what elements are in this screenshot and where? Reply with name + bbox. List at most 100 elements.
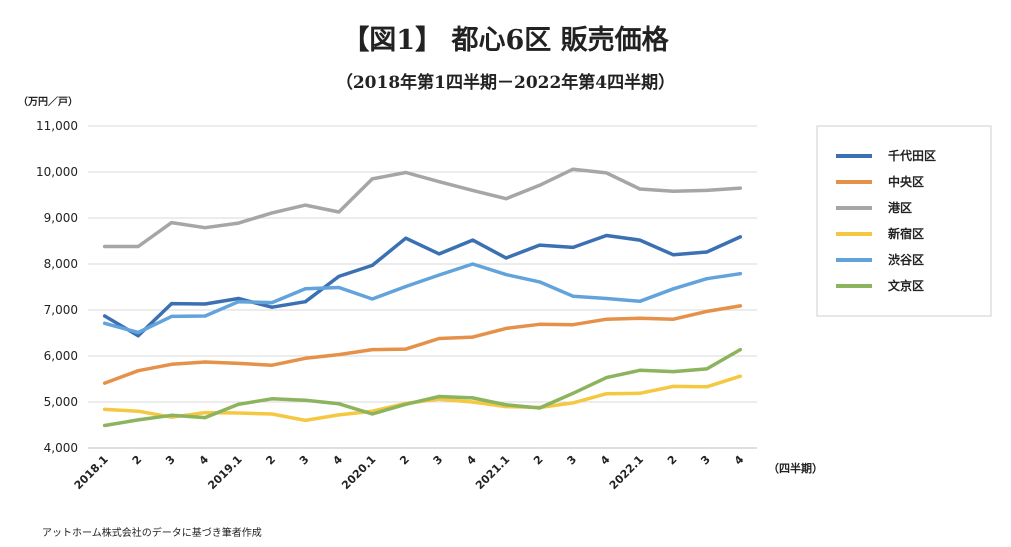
x-tick-label: 3 [163,453,178,468]
data-point [136,369,140,373]
data-point [103,407,107,411]
data-point [103,423,107,428]
x-tick-label: 2 [665,453,680,468]
data-point [604,317,609,321]
data-point [337,413,341,417]
x-tick-label: 4 [464,453,479,468]
data-point [404,236,408,240]
series-line [102,374,743,423]
data-point [136,418,140,422]
data-point [337,402,341,406]
data-point [437,273,441,277]
y-tick-label: 7,000 [44,303,78,317]
x-tick-label: 3 [698,453,713,468]
data-point [270,397,274,401]
data-point [337,285,341,290]
data-point [504,197,508,201]
chart-subtitle: （2018年第1四半期－2022年第4四半期） [335,73,676,93]
data-point [638,391,642,395]
data-point [136,330,140,335]
data-point [471,188,475,192]
series-lines [102,167,743,428]
data-point [504,256,508,260]
data-point [270,301,274,305]
data-point [170,221,174,225]
data-point [738,272,742,276]
x-tick-label: 2 [130,453,145,468]
y-tick-label: 10,000 [36,165,78,179]
data-point [203,410,207,415]
data-point [370,177,374,181]
data-point [638,238,642,242]
data-point [537,183,542,187]
x-tick-label: 2 [531,453,546,468]
data-point [437,180,441,184]
x-tick-label: 4 [598,453,613,468]
data-point [705,277,709,281]
data-point [471,238,475,242]
data-point [671,189,675,193]
data-point [504,326,508,330]
data-point [705,385,709,389]
grid-lines [88,125,757,449]
data-point [437,394,441,399]
data-point [303,356,308,360]
data-point [671,287,675,291]
y-tick-label: 11,000 [36,119,78,133]
data-point [571,245,575,250]
y-tick-label: 8,000 [44,257,78,271]
data-point [270,363,274,367]
x-tick-label: 2021.1 [473,453,512,492]
x-axis-label: （四半期） [768,461,823,475]
x-tick-label: 2 [263,453,278,468]
x-tick-label: 3 [297,453,312,468]
chart-title: 【図1】 都心6区 販売価格 [342,25,669,56]
data-point [471,396,475,400]
data-point [671,317,675,321]
data-point [705,309,709,313]
data-point [303,287,308,291]
x-tick-label: 3 [565,453,580,468]
data-point [203,416,207,420]
data-point [270,305,274,309]
data-point [638,187,642,191]
series-line [102,233,743,338]
data-point [738,186,742,190]
data-point [270,211,274,215]
data-point [236,300,241,304]
data-point [303,300,308,304]
data-point [236,411,241,415]
data-point [671,370,675,374]
data-point [638,316,642,320]
data-point [537,406,542,410]
data-point [404,170,408,175]
data-point [471,335,475,339]
data-point [203,314,207,318]
data-point [571,167,575,171]
y-tick-label: 4,000 [44,441,78,455]
data-point [203,302,207,306]
data-point [103,321,107,325]
legend-label: 中央区 [888,174,924,189]
data-point [136,334,140,338]
data-point [103,314,107,318]
y-tick-label: 6,000 [44,349,78,363]
data-point [471,400,475,404]
series-line [102,304,743,385]
data-point [604,376,609,380]
data-point [705,367,709,371]
data-point [370,412,374,416]
legend-label: 文京区 [888,278,924,293]
data-point [738,235,742,239]
data-point [337,210,341,214]
data-point [604,392,609,396]
legend-label: 渋谷区 [888,252,924,267]
data-point [504,272,508,277]
data-point [236,402,241,406]
data-point [705,250,709,254]
data-point [571,294,575,298]
data-point [270,412,274,416]
data-point [370,347,374,352]
data-point [504,403,508,407]
